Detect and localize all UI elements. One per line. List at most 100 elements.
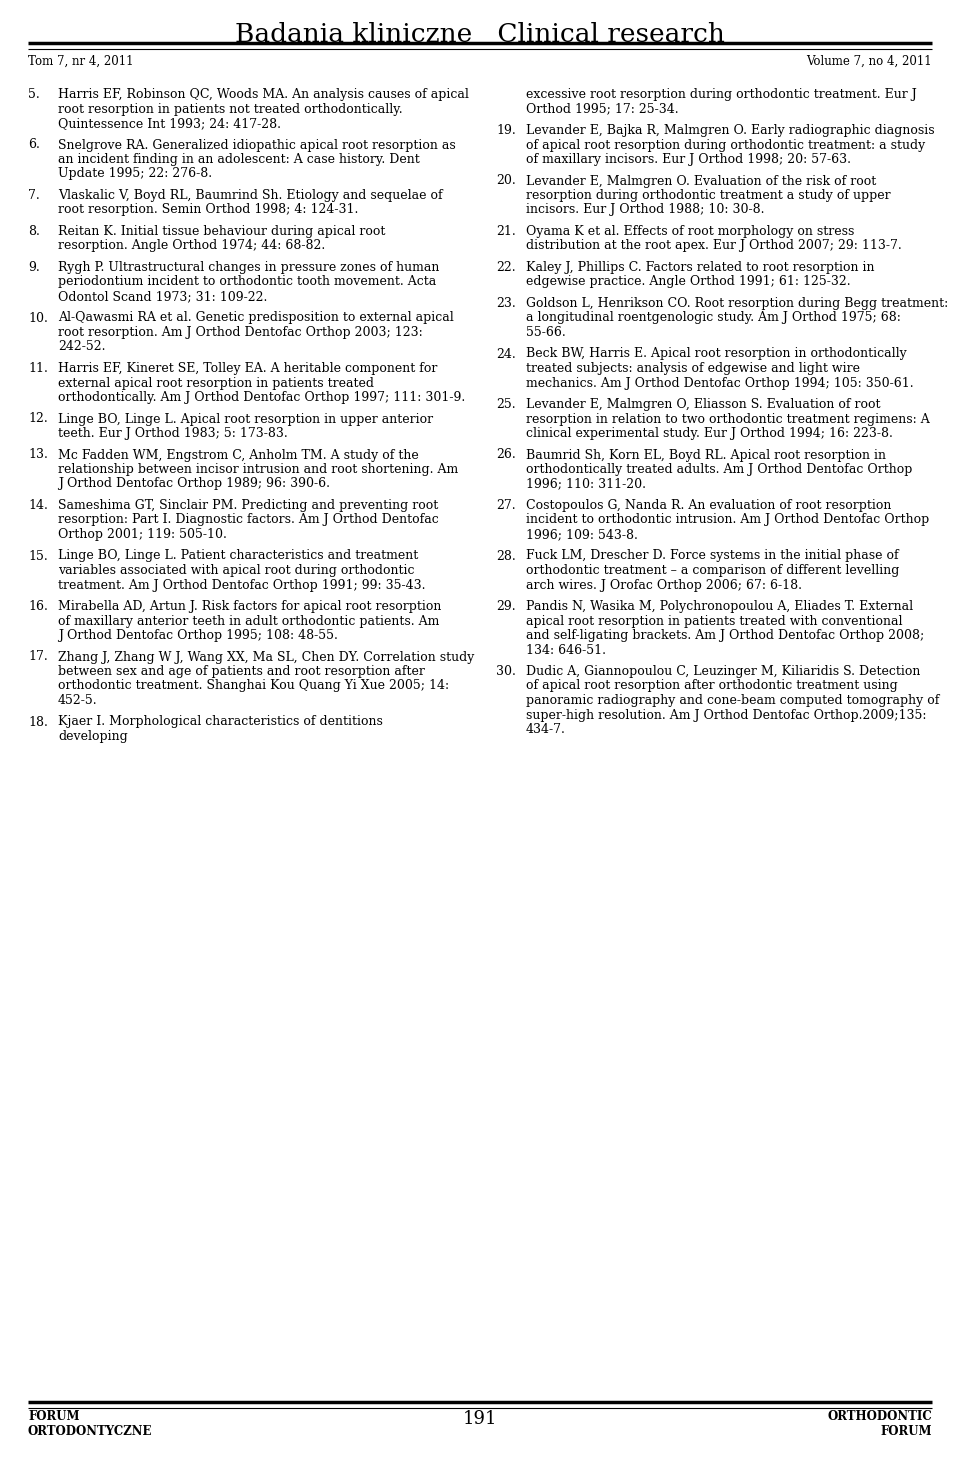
Text: Kjaer I. Morphological characteristics of dentitions: Kjaer I. Morphological characteristics o… <box>58 715 383 729</box>
Text: developing: developing <box>58 730 128 743</box>
Text: resorption: Part I. Diagnostic factors. Am J Orthod Dentofac: resorption: Part I. Diagnostic factors. … <box>58 513 439 526</box>
Text: 25.: 25. <box>496 397 516 410</box>
Text: 1996; 109: 543-8.: 1996; 109: 543-8. <box>526 528 637 541</box>
Text: relationship between incisor intrusion and root shortening. Am: relationship between incisor intrusion a… <box>58 463 458 476</box>
Text: orthodontic treatment. Shanghai Kou Quang Yi Xue 2005; 14:: orthodontic treatment. Shanghai Kou Quan… <box>58 680 449 692</box>
Text: Mc Fadden WM, Engstrom C, Anholm TM. A study of the: Mc Fadden WM, Engstrom C, Anholm TM. A s… <box>58 449 419 462</box>
Text: 5.: 5. <box>28 88 39 101</box>
Text: FORUM: FORUM <box>880 1425 932 1438</box>
Text: Kaley J, Phillips C. Factors related to root resorption in: Kaley J, Phillips C. Factors related to … <box>526 261 875 274</box>
Text: Harris EF, Robinson QC, Woods MA. An analysis causes of apical: Harris EF, Robinson QC, Woods MA. An ana… <box>58 88 468 101</box>
Text: 29.: 29. <box>496 600 516 613</box>
Text: ORTHODONTIC: ORTHODONTIC <box>828 1410 932 1423</box>
Text: 55-66.: 55-66. <box>526 325 565 339</box>
Text: 434-7.: 434-7. <box>526 723 565 736</box>
Text: external apical root resorption in patients treated: external apical root resorption in patie… <box>58 377 374 390</box>
Text: treatment. Am J Orthod Dentofac Orthop 1991; 99: 35-43.: treatment. Am J Orthod Dentofac Orthop 1… <box>58 579 425 591</box>
Text: incident to orthodontic intrusion. Am J Orthod Dentofac Orthop: incident to orthodontic intrusion. Am J … <box>526 513 929 526</box>
Text: 134: 646-51.: 134: 646-51. <box>526 644 606 657</box>
Text: of apical root resorption during orthodontic treatment: a study: of apical root resorption during orthodo… <box>526 138 925 151</box>
Text: super-high resolution. Am J Orthod Dentofac Orthop.2009;135:: super-high resolution. Am J Orthod Dento… <box>526 708 926 721</box>
Text: panoramic radiography and cone-beam computed tomography of: panoramic radiography and cone-beam comp… <box>526 693 940 707</box>
Text: 27.: 27. <box>496 498 516 512</box>
Text: and self-ligating brackets. Am J Orthod Dentofac Orthop 2008;: and self-ligating brackets. Am J Orthod … <box>526 629 924 642</box>
Text: teeth. Eur J Orthod 1983; 5: 173-83.: teeth. Eur J Orthod 1983; 5: 173-83. <box>58 427 288 440</box>
Text: orthodontically treated adults. Am J Orthod Dentofac Orthop: orthodontically treated adults. Am J Ort… <box>526 463 912 476</box>
Text: 13.: 13. <box>28 449 48 462</box>
Text: ORTODONTYCZNE: ORTODONTYCZNE <box>28 1425 153 1438</box>
Text: J Orthod Dentofac Orthop 1989; 96: 390-6.: J Orthod Dentofac Orthop 1989; 96: 390-6… <box>58 478 330 491</box>
Text: 20.: 20. <box>496 174 516 188</box>
Text: Al-Qawasmi RA et al. Genetic predisposition to external apical: Al-Qawasmi RA et al. Genetic predisposit… <box>58 311 454 324</box>
Text: 12.: 12. <box>28 412 48 425</box>
Text: 9.: 9. <box>28 261 39 274</box>
Text: 6.: 6. <box>28 138 40 151</box>
Text: root resorption. Am J Orthod Dentofac Orthop 2003; 123:: root resorption. Am J Orthod Dentofac Or… <box>58 325 422 339</box>
Text: Update 1995; 22: 276-8.: Update 1995; 22: 276-8. <box>58 167 212 180</box>
Text: root resorption in patients not treated orthodontically.: root resorption in patients not treated … <box>58 103 402 116</box>
Text: Dudic A, Giannopoulou C, Leuzinger M, Kiliaridis S. Detection: Dudic A, Giannopoulou C, Leuzinger M, Ki… <box>526 666 921 677</box>
Text: resorption in relation to two orthodontic treatment regimens: A: resorption in relation to two orthodonti… <box>526 412 929 425</box>
Text: 7.: 7. <box>28 189 39 202</box>
Text: 28.: 28. <box>496 550 516 563</box>
Text: 191: 191 <box>463 1410 497 1428</box>
Text: Quintessence Int 1993; 24: 417-28.: Quintessence Int 1993; 24: 417-28. <box>58 117 281 130</box>
Text: an incident finding in an adolescent: A case history. Dent: an incident finding in an adolescent: A … <box>58 152 420 166</box>
Text: 26.: 26. <box>496 449 516 462</box>
Text: Volume 7, no 4, 2011: Volume 7, no 4, 2011 <box>806 56 932 67</box>
Text: Costopoulos G, Nanda R. An evaluation of root resorption: Costopoulos G, Nanda R. An evaluation of… <box>526 498 892 512</box>
Text: Oyama K et al. Effects of root morphology on stress: Oyama K et al. Effects of root morpholog… <box>526 224 854 237</box>
Text: incisors. Eur J Orthod 1988; 10: 30-8.: incisors. Eur J Orthod 1988; 10: 30-8. <box>526 204 764 217</box>
Text: Baumrid Sh, Korn EL, Boyd RL. Apical root resorption in: Baumrid Sh, Korn EL, Boyd RL. Apical roo… <box>526 449 886 462</box>
Text: 18.: 18. <box>28 715 48 729</box>
Text: 17.: 17. <box>28 651 48 664</box>
Text: J Orthod Dentofac Orthop 1995; 108: 48-55.: J Orthod Dentofac Orthop 1995; 108: 48-5… <box>58 629 338 642</box>
Text: distribution at the root apex. Eur J Orthod 2007; 29: 113-7.: distribution at the root apex. Eur J Ort… <box>526 239 901 252</box>
Text: Snelgrove RA. Generalized idiopathic apical root resorption as: Snelgrove RA. Generalized idiopathic api… <box>58 138 456 151</box>
Text: 16.: 16. <box>28 600 48 613</box>
Text: Rygh P. Ultrastructural changes in pressure zones of human: Rygh P. Ultrastructural changes in press… <box>58 261 440 274</box>
Text: orthodontic treatment – a comparison of different levelling: orthodontic treatment – a comparison of … <box>526 564 900 578</box>
Text: 22.: 22. <box>496 261 516 274</box>
Text: resorption during orthodontic treatment a study of upper: resorption during orthodontic treatment … <box>526 189 891 202</box>
Text: 21.: 21. <box>496 224 516 237</box>
Text: periodontium incident to orthodontic tooth movement. Acta: periodontium incident to orthodontic too… <box>58 276 436 289</box>
Text: Vlaskalic V, Boyd RL, Baumrind Sh. Etiology and sequelae of: Vlaskalic V, Boyd RL, Baumrind Sh. Etiol… <box>58 189 443 202</box>
Text: Beck BW, Harris E. Apical root resorption in orthodontically: Beck BW, Harris E. Apical root resorptio… <box>526 347 907 361</box>
Text: Levander E, Malmgren O. Evaluation of the risk of root: Levander E, Malmgren O. Evaluation of th… <box>526 174 876 188</box>
Text: 23.: 23. <box>496 298 516 309</box>
Text: edgewise practice. Angle Orthod 1991; 61: 125-32.: edgewise practice. Angle Orthod 1991; 61… <box>526 276 851 289</box>
Text: 14.: 14. <box>28 498 48 512</box>
Text: apical root resorption in patients treated with conventional: apical root resorption in patients treat… <box>526 614 902 627</box>
Text: 11.: 11. <box>28 362 48 375</box>
Text: a longitudinal roentgenologic study. Am J Orthod 1975; 68:: a longitudinal roentgenologic study. Am … <box>526 311 900 324</box>
Text: 30.: 30. <box>496 666 516 677</box>
Text: Odontol Scand 1973; 31: 109-22.: Odontol Scand 1973; 31: 109-22. <box>58 290 268 303</box>
Text: Zhang J, Zhang W J, Wang XX, Ma SL, Chen DY. Correlation study: Zhang J, Zhang W J, Wang XX, Ma SL, Chen… <box>58 651 474 664</box>
Text: Pandis N, Wasika M, Polychronopoulou A, Eliades T. External: Pandis N, Wasika M, Polychronopoulou A, … <box>526 600 913 613</box>
Text: 1996; 110: 311-20.: 1996; 110: 311-20. <box>526 478 646 491</box>
Text: variables associated with apical root during orthodontic: variables associated with apical root du… <box>58 564 415 578</box>
Text: Tom 7, nr 4, 2011: Tom 7, nr 4, 2011 <box>28 56 133 67</box>
Text: 242-52.: 242-52. <box>58 340 106 353</box>
Text: mechanics. Am J Orthod Dentofac Orthop 1994; 105: 350-61.: mechanics. Am J Orthod Dentofac Orthop 1… <box>526 377 914 390</box>
Text: clinical experimental study. Eur J Orthod 1994; 16: 223-8.: clinical experimental study. Eur J Ortho… <box>526 427 893 440</box>
Text: of apical root resorption after orthodontic treatment using: of apical root resorption after orthodon… <box>526 680 898 692</box>
Text: Reitan K. Initial tissue behaviour during apical root: Reitan K. Initial tissue behaviour durin… <box>58 224 385 237</box>
Text: Linge BO, Linge L. Apical root resorption in upper anterior: Linge BO, Linge L. Apical root resorptio… <box>58 412 433 425</box>
Text: Orthop 2001; 119: 505-10.: Orthop 2001; 119: 505-10. <box>58 528 227 541</box>
Text: Goldson L, Henrikson CO. Root resorption during Begg treatment:: Goldson L, Henrikson CO. Root resorption… <box>526 298 948 309</box>
Text: Linge BO, Linge L. Patient characteristics and treatment: Linge BO, Linge L. Patient characteristi… <box>58 550 419 563</box>
Text: Harris EF, Kineret SE, Tolley EA. A heritable component for: Harris EF, Kineret SE, Tolley EA. A heri… <box>58 362 438 375</box>
Text: 15.: 15. <box>28 550 48 563</box>
Text: of maxillary anterior teeth in adult orthodontic patients. Am: of maxillary anterior teeth in adult ort… <box>58 614 440 627</box>
Text: Sameshima GT, Sinclair PM. Predicting and preventing root: Sameshima GT, Sinclair PM. Predicting an… <box>58 498 439 512</box>
Text: arch wires. J Orofac Orthop 2006; 67: 6-18.: arch wires. J Orofac Orthop 2006; 67: 6-… <box>526 579 802 591</box>
Text: excessive root resorption during orthodontic treatment. Eur J: excessive root resorption during orthodo… <box>526 88 917 101</box>
Text: FORUM: FORUM <box>28 1410 80 1423</box>
Text: of maxillary incisors. Eur J Orthod 1998; 20: 57-63.: of maxillary incisors. Eur J Orthod 1998… <box>526 152 851 166</box>
Text: Levander E, Bajka R, Malmgren O. Early radiographic diagnosis: Levander E, Bajka R, Malmgren O. Early r… <box>526 125 935 136</box>
Text: Mirabella AD, Artun J. Risk factors for apical root resorption: Mirabella AD, Artun J. Risk factors for … <box>58 600 442 613</box>
Text: resorption. Angle Orthod 1974; 44: 68-82.: resorption. Angle Orthod 1974; 44: 68-82… <box>58 239 325 252</box>
Text: Badania kliniczne   Clinical research: Badania kliniczne Clinical research <box>235 22 725 47</box>
